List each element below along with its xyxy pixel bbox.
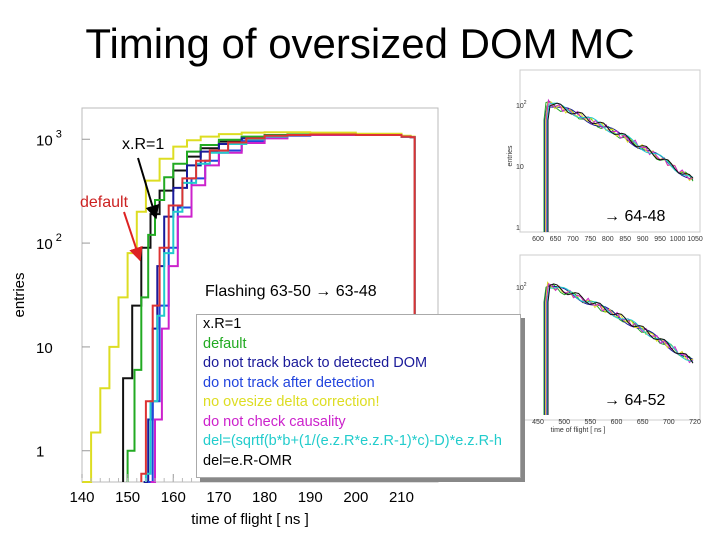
inset-series-line [545, 283, 694, 415]
legend-entry: x.R=1 [203, 316, 242, 332]
inset-y-tick-label: 1 [516, 225, 520, 232]
inset-top-plot: 102 10 1 600 650 700 750 800 850 900 950 1000 1050 en… [507, 98, 703, 243]
x-tick-label: 160 [161, 489, 186, 506]
legend-entry: default [203, 335, 247, 352]
x-axis-label: time of flight [ ns ] [191, 511, 309, 528]
y-tick-label: 10 3 [36, 128, 62, 149]
legend-entry: do not track after detection [203, 374, 375, 391]
inset-y-tick-label: 102 [516, 100, 527, 110]
series-line-4 [82, 131, 416, 483]
main-series-group [82, 131, 416, 483]
x-tick-label: 190 [298, 489, 323, 506]
inset-bottom-plot: 10210450500550600650700720entriestime of… [507, 281, 701, 434]
arrow-64-48-annotation: → 64-48 [604, 208, 666, 225]
x-tick-label: 200 [343, 489, 368, 506]
inset-x-axis-label: time of flight [ ns ] [551, 427, 606, 434]
main-plot-frame [81, 107, 439, 483]
inset-y-tick-label: 10 [516, 164, 524, 171]
inset-x-tick-label: 700 [567, 236, 579, 243]
arrow-64-52-annotation: → 64-52 [604, 392, 666, 409]
x-tick-label: 140 [69, 489, 94, 506]
inset-x-tick-label: 700 [663, 419, 675, 426]
inset-y-axis-label: entries [507, 145, 514, 167]
inset-x-tick-label: 1000 [670, 236, 686, 243]
inset-y-tick-label: 102 [516, 282, 527, 292]
inset-x-tick-label: 800 [602, 236, 614, 243]
x-tick-label: 180 [252, 489, 277, 506]
series-line-7 [140, 133, 416, 482]
inset-x-tick-label: 650 [637, 419, 649, 426]
inset-x-tick-label: 750 [584, 236, 596, 243]
inset-series-line [547, 102, 694, 232]
default-arrow [123, 211, 143, 262]
legend-entry: do not track back to detected DOM [203, 355, 428, 371]
inset-x-tick-label: 950 [654, 236, 666, 243]
inset-x-tick-label: 850 [619, 236, 631, 243]
inset-x-tick-label: 720 [689, 419, 701, 426]
inset-x-tick-label: 900 [637, 236, 649, 243]
inset-x-tick-label: 450 [532, 419, 544, 426]
legend-entry: no ovesize delta correction! [203, 394, 380, 410]
xr1-annotation: x.R=1 [122, 136, 165, 153]
inset-x-tick-label: 600 [611, 419, 623, 426]
legend-entry: del=(sqrtf(b*b+(1/(e.z.R*e.z.R-1)*c)-D)*… [203, 433, 502, 449]
legend-entry: do not check causality [203, 413, 346, 430]
inset-x-tick-label: 600 [532, 236, 544, 243]
x-tick-label: 150 [115, 489, 140, 506]
inset-bottom-frame [519, 254, 701, 421]
x-tick-label: 170 [206, 489, 231, 506]
inset-series-line [545, 98, 694, 232]
inset-x-tick-label: 650 [550, 236, 562, 243]
inset-x-tick-label: 500 [558, 419, 570, 426]
y-axis-label: entries [11, 272, 28, 317]
y-tick-label: 10 [36, 340, 53, 357]
flashing-annotation: Flashing 63-50 → 63-48 [205, 283, 377, 300]
inset-x-tick-label: 550 [584, 419, 596, 426]
default-annotation: default [80, 194, 129, 211]
y-tick-label: 10 2 [36, 232, 62, 253]
page-title: Timing of oversized DOM MC [85, 20, 635, 67]
inset-top-frame [519, 69, 701, 233]
y-tick-label: 1 [36, 444, 44, 461]
x-tick-label: 210 [389, 489, 414, 506]
inset-series-line [547, 283, 694, 415]
legend-box: x.R=1 default do not track back to detec… [196, 314, 521, 478]
inset-series-line [546, 286, 694, 415]
legend-entry: del=e.R-OMR [203, 452, 293, 469]
xr1-arrow [137, 157, 160, 220]
inset-x-tick-label: 1050 [687, 236, 703, 243]
